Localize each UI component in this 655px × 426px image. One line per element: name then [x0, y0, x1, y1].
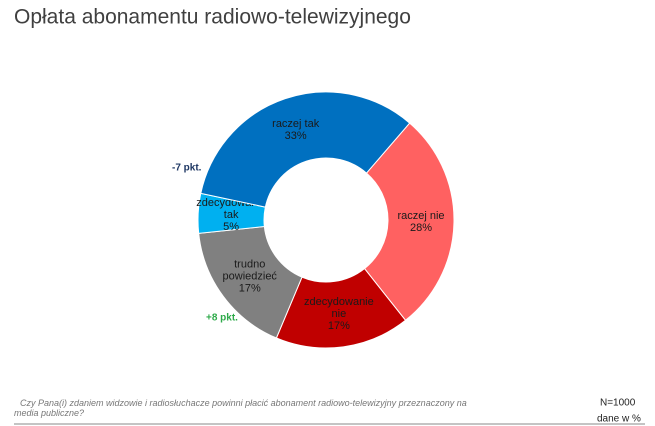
- value-label: 28%: [410, 222, 432, 234]
- value-label: 17%: [239, 283, 261, 295]
- footnote: Czy Pana(i) zdaniem widzowie i radiosłuc…: [14, 398, 467, 418]
- value-label: 17%: [328, 320, 350, 332]
- slice-label: zdecydowanie nie: [304, 296, 374, 320]
- units-note: dane w %: [597, 414, 641, 425]
- value-label: 5%: [223, 221, 239, 233]
- chart-title: Opłata abonamentu radiowo-telewizyjnego: [14, 6, 411, 29]
- donut-slice: [363, 122, 455, 322]
- slice-label: raczej nie: [397, 210, 444, 222]
- donut-slice: [200, 91, 411, 208]
- slice-label: trudno powiedzieć: [223, 259, 278, 283]
- change-annotation: +8 pkt.: [206, 313, 238, 324]
- change-annotation: -7 pkt.: [172, 163, 202, 174]
- value-label: 33%: [285, 130, 307, 142]
- slice-label: raczej tak: [272, 118, 320, 130]
- sample-size: N=1000: [600, 398, 636, 409]
